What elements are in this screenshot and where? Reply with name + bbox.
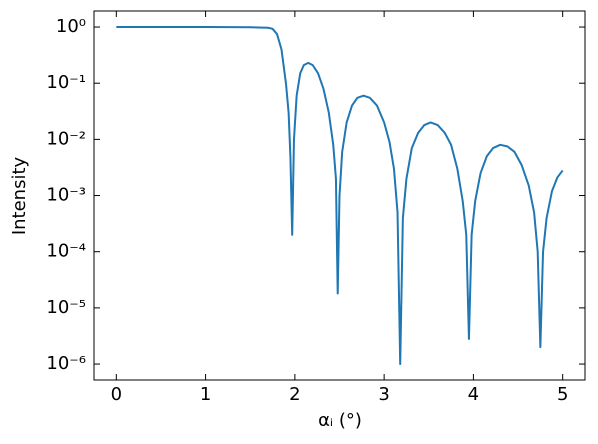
x-axis-label: αᵢ (°) xyxy=(318,410,362,431)
y-tick-label: 10⁻⁴ xyxy=(46,241,86,262)
data-line xyxy=(116,26,564,366)
x-tick-label: 2 xyxy=(289,384,300,405)
x-tick-label: 1 xyxy=(200,384,211,405)
y-tick-label: 10⁻⁵ xyxy=(46,297,86,318)
y-axis-label: Intensity xyxy=(9,156,30,235)
y-tick-label: 10⁻³ xyxy=(46,185,86,206)
y-tick-label: 10⁻⁶ xyxy=(46,353,86,374)
x-tick-label: 5 xyxy=(557,384,568,405)
y-tick-label: 10⁻¹ xyxy=(46,72,86,93)
y-tick-label: 10⁻² xyxy=(46,128,86,149)
y-tick-label: 10⁰ xyxy=(56,16,86,37)
x-tick-label: 3 xyxy=(378,384,389,405)
x-tick-label: 4 xyxy=(468,384,479,405)
x-tick-label: 0 xyxy=(111,384,122,405)
